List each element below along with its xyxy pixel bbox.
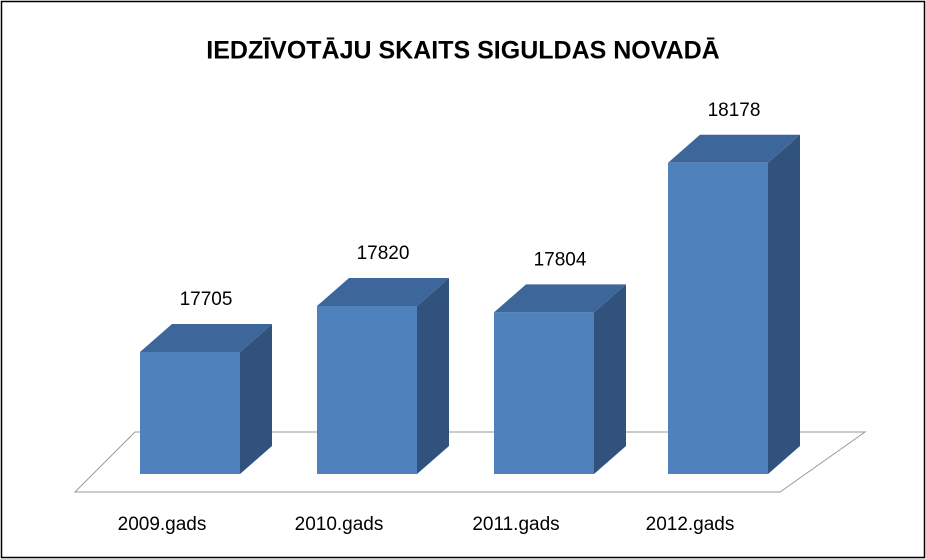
- data-label: 17804: [534, 249, 587, 270]
- bar: [494, 312, 594, 474]
- x-tick-label: 2011.gads: [472, 514, 559, 535]
- floor: [73, 431, 867, 493]
- bar-top: [494, 284, 626, 313]
- x-tick-label: 2010.gads: [295, 514, 384, 535]
- bar-side: [768, 134, 800, 475]
- bar: [668, 162, 768, 475]
- x-tick-label: 2012.gads: [646, 514, 735, 535]
- bar: [317, 306, 417, 474]
- bar-top: [668, 134, 800, 163]
- chart-title: IEDZĪVOTĀJU SKAITS SIGULDAS NOVADĀ: [206, 37, 719, 65]
- bar: [140, 352, 240, 474]
- data-label: 18178: [708, 100, 761, 121]
- data-label: 17820: [357, 243, 410, 264]
- data-label: 17705: [180, 289, 233, 310]
- bar-side: [594, 284, 626, 474]
- bar-top: [140, 324, 272, 352]
- bar-top: [317, 278, 449, 306]
- bar-side: [417, 278, 449, 474]
- x-tick-label: 2009.gads: [118, 514, 207, 535]
- bar-side: [240, 324, 272, 474]
